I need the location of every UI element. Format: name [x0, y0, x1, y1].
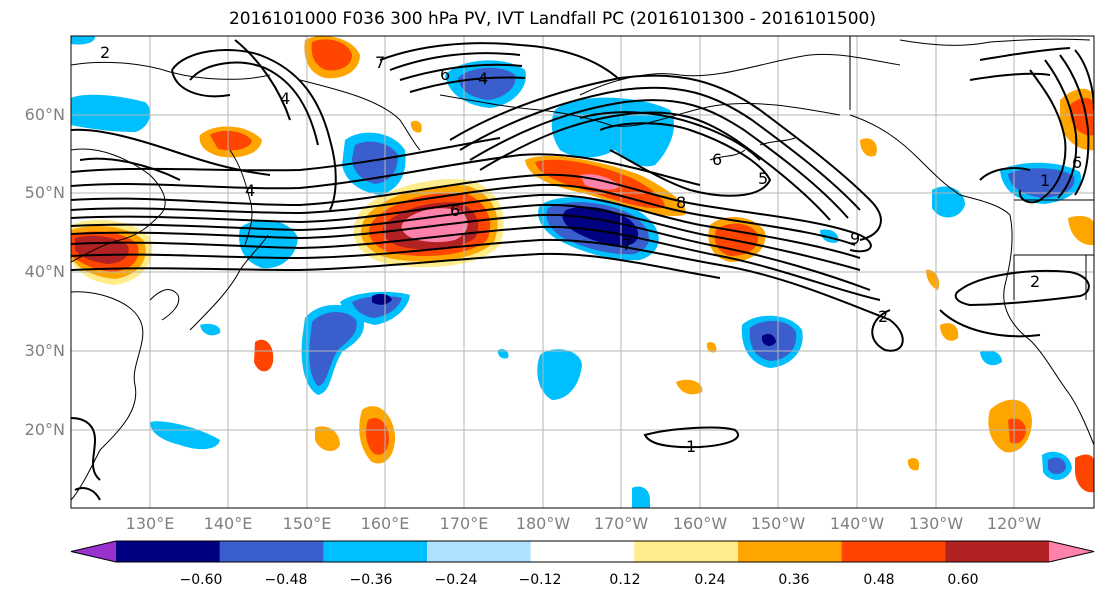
map-border: [70, 35, 1095, 509]
lon-label: 150°E: [282, 514, 332, 533]
contour-label: 6: [712, 150, 722, 169]
contour-label-layer: 2 4 6 6 4 7 6 8 9 5 7 4 1 6 2 2 1: [100, 43, 1082, 456]
lon-label: 170°W: [593, 514, 649, 533]
contour-label: 6: [450, 201, 460, 220]
lon-label: 160°E: [360, 514, 410, 533]
contour-label: 6: [1072, 153, 1082, 172]
contour-label: 1: [1040, 171, 1050, 190]
lon-label: 160°W: [672, 514, 728, 533]
contour-label: 8: [676, 193, 686, 212]
colorbar-swatch: [323, 541, 428, 562]
pv-negative-anomalies: [71, 36, 1082, 508]
colorbar-swatch: [738, 541, 843, 562]
contour-label: 7: [375, 53, 385, 72]
lat-label: 40°N: [24, 262, 65, 281]
contour-label: 6: [440, 65, 450, 84]
lon-label: 170°E: [439, 514, 489, 533]
colorbar-swatch: [219, 541, 324, 562]
colorbar-tick-label: −0.24: [434, 572, 478, 588]
colorbar-tick-label: −0.60: [179, 572, 223, 588]
lat-label: 30°N: [24, 341, 65, 360]
colorbar-tick-label: −0.36: [349, 572, 393, 588]
ivt-contours: [71, 39, 1094, 501]
colorbar: [70, 540, 1095, 563]
coastlines: [71, 36, 1094, 501]
colorbar-swatch: [945, 541, 1050, 562]
contour-label: 4: [280, 89, 290, 108]
contour-label: 1: [686, 437, 696, 456]
colorbar-tick-label: 0.12: [609, 572, 641, 588]
lon-label: 140°E: [203, 514, 253, 533]
colorbar-tick-label: −0.12: [518, 572, 562, 588]
colorbar-extend-max: [1049, 541, 1094, 562]
contour-label: 4: [478, 69, 488, 88]
colorbar-tick-label: 0.60: [947, 572, 979, 588]
lat-label: 20°N: [24, 420, 65, 439]
lat-label: 50°N: [24, 183, 65, 202]
contour-label: 5: [758, 169, 768, 188]
contour-label: 2: [878, 307, 888, 326]
colorbar-tick-label: −0.48: [264, 572, 308, 588]
colorbar-tick-label: 0.24: [694, 572, 726, 588]
graticule: [71, 36, 1094, 508]
colorbar-swatch: [841, 541, 946, 562]
lon-label: 180°W: [515, 514, 571, 533]
colorbar-swatch: [530, 541, 635, 562]
pv-anomaly-gulf-alaska-positive: [525, 155, 686, 216]
lon-label: 130°W: [908, 514, 964, 533]
colorbar-swatch: [116, 541, 221, 562]
colorbar-extend-min: [71, 541, 116, 562]
contour-label: 7: [622, 235, 632, 254]
lat-label: 60°N: [24, 105, 65, 124]
colorbar-tick-label: 0.36: [778, 572, 810, 588]
colorbar-swatch: [427, 541, 532, 562]
map-title: 2016101000 F036 300 hPa PV, IVT Landfall…: [228, 9, 876, 29]
lon-label: 140°W: [829, 514, 885, 533]
lon-label: 150°W: [750, 514, 806, 533]
lon-label: 120°W: [986, 514, 1042, 533]
contour-label: 4: [245, 181, 255, 200]
contour-label: 2: [1030, 272, 1040, 291]
colorbar-swatch: [634, 541, 739, 562]
lon-label: 130°E: [125, 514, 175, 533]
contour-label: 2: [100, 43, 110, 62]
contour-label: 9: [850, 229, 860, 248]
colorbar-tick-label: 0.48: [863, 572, 895, 588]
colorbar-outline: [70, 540, 1095, 563]
